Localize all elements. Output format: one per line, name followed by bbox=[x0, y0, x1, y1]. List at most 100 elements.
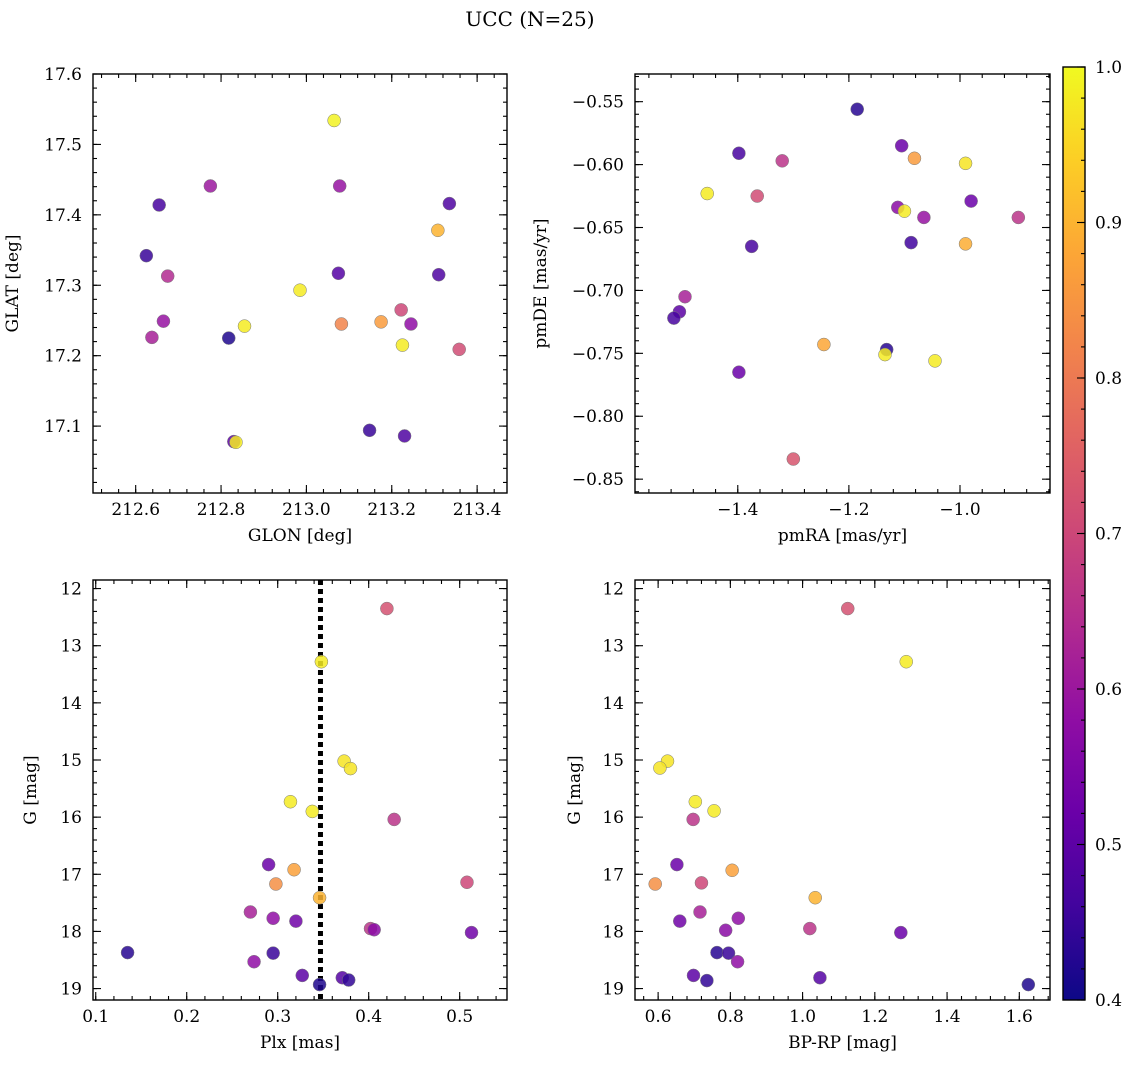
scatter-point bbox=[700, 973, 714, 988]
scatter-point bbox=[907, 151, 922, 166]
scatter-point bbox=[730, 954, 745, 969]
colorbar-tick-label: 0.7 bbox=[1095, 525, 1122, 545]
scatter-point bbox=[293, 283, 307, 297]
x-tick-label: 0.4 bbox=[355, 1007, 382, 1027]
colorbar-tick-label: 0.5 bbox=[1095, 836, 1122, 856]
scatter-point bbox=[718, 923, 733, 938]
y-tick-label: 17.3 bbox=[44, 276, 82, 296]
scatter-points bbox=[120, 601, 479, 992]
scatter-point bbox=[395, 338, 410, 352]
scatter-point bbox=[850, 102, 864, 116]
scatter-point bbox=[269, 877, 283, 891]
scatter-point bbox=[917, 210, 931, 225]
scatter-point bbox=[813, 970, 827, 985]
scatter-point bbox=[237, 319, 252, 333]
scatter-point bbox=[899, 654, 913, 669]
scatter-point bbox=[732, 146, 746, 161]
scatter-point bbox=[312, 977, 327, 992]
scatter-point bbox=[808, 890, 822, 905]
y-axis-label: GLAT [deg] bbox=[3, 234, 23, 332]
scatter-panels: 212.6 212.8 213.0 213.2 213.4 17.1 17.2 17.3 17.… bbox=[3, 65, 1051, 1053]
axes-frame bbox=[634, 73, 1051, 494]
y-tick-label: 17.6 bbox=[44, 65, 82, 85]
scatter-point bbox=[152, 198, 166, 212]
scatter-point bbox=[744, 239, 759, 254]
axes-frame bbox=[92, 579, 508, 1001]
scatter-point bbox=[331, 266, 346, 281]
scatter-point bbox=[362, 423, 377, 438]
scatter-point bbox=[343, 761, 358, 776]
scatter-point bbox=[670, 857, 684, 872]
y-tick-label: −0.65 bbox=[572, 219, 624, 239]
scatter-point bbox=[653, 761, 667, 775]
y-tick-label: −0.60 bbox=[572, 156, 624, 176]
scatter-point bbox=[295, 968, 310, 983]
colorbar-tick-label: 0.6 bbox=[1095, 680, 1122, 700]
x-tick-label: 1.6 bbox=[1006, 1007, 1033, 1027]
colorbar-tick-label: 0.9 bbox=[1095, 214, 1122, 234]
scatter-point bbox=[1021, 977, 1036, 992]
x-tick-label: 0.1 bbox=[82, 1007, 109, 1027]
scatter-point bbox=[394, 303, 408, 317]
scatter-point bbox=[686, 812, 700, 827]
scatter-point bbox=[289, 914, 303, 928]
scatter-point bbox=[693, 905, 707, 919]
scatter-point bbox=[775, 154, 789, 168]
colorbar-tick-label: 0.4 bbox=[1095, 991, 1122, 1011]
x-axis-label: GLON [deg] bbox=[248, 526, 352, 546]
y-tick-label: 18 bbox=[60, 922, 82, 942]
panel-sky: 212.6 212.8 213.0 213.2 213.4 17.1 17.2 17.3 17.… bbox=[3, 65, 508, 546]
y-tick-label: −0.85 bbox=[572, 470, 624, 490]
x-axis-label: Plx [mas] bbox=[260, 1033, 340, 1053]
figure-title: UCC (N=25) bbox=[465, 7, 594, 31]
colorbar-frame bbox=[1062, 66, 1086, 1001]
y-tick-label: −0.55 bbox=[572, 93, 624, 113]
scatter-point bbox=[894, 138, 909, 153]
colorbar-tick-label: 1.0 bbox=[1095, 58, 1122, 78]
scatter-point bbox=[266, 911, 280, 926]
y-tick-label: 13 bbox=[602, 637, 624, 657]
scatter-point bbox=[464, 925, 479, 940]
scatter-point bbox=[380, 601, 394, 616]
x-tick-label: −1.4 bbox=[717, 500, 758, 520]
scatter-point bbox=[314, 654, 329, 669]
y-axis-label: G [mag] bbox=[565, 755, 585, 824]
y-tick-label: 12 bbox=[602, 580, 624, 600]
scatter-point bbox=[721, 946, 736, 960]
x-tick-label: 0.5 bbox=[446, 1007, 473, 1027]
y-tick-label: 17 bbox=[60, 865, 82, 885]
scatter-point bbox=[367, 922, 381, 937]
scatter-point bbox=[1011, 210, 1026, 225]
y-tick-label: 18 bbox=[602, 922, 624, 942]
x-tick-label: 212.6 bbox=[111, 500, 160, 520]
scatter-point bbox=[694, 876, 709, 890]
scatter-point bbox=[700, 186, 714, 201]
scatter-point bbox=[897, 204, 912, 218]
scatter-point bbox=[750, 189, 764, 203]
scatter-point bbox=[139, 248, 154, 263]
y-tick-label: 17.4 bbox=[44, 206, 82, 226]
scatter-point bbox=[803, 921, 817, 936]
x-tick-label: 0.3 bbox=[264, 1007, 291, 1027]
y-axis-label: pmDE [mas/yr] bbox=[531, 218, 551, 348]
scatter-point bbox=[312, 890, 327, 905]
scatter-point bbox=[247, 954, 261, 969]
y-tick-label: −0.80 bbox=[572, 407, 624, 427]
x-tick-label: −1.0 bbox=[939, 500, 980, 520]
y-tick-label: 14 bbox=[602, 694, 624, 714]
x-tick-label: 1.2 bbox=[861, 1007, 888, 1027]
scatter-point bbox=[817, 337, 831, 352]
scatter-point bbox=[156, 314, 171, 328]
scatter-point bbox=[732, 365, 746, 379]
scatter-point bbox=[442, 196, 457, 211]
x-tick-label: 0.8 bbox=[717, 1007, 744, 1027]
scatter-point bbox=[397, 429, 412, 443]
scatter-points bbox=[648, 601, 1036, 992]
scatter-point bbox=[452, 342, 466, 357]
colorbar-tick-label: 0.8 bbox=[1095, 369, 1122, 389]
scatter-point bbox=[678, 289, 692, 304]
scatter-point bbox=[431, 267, 446, 282]
scatter-point bbox=[229, 435, 243, 450]
scatter-point bbox=[725, 863, 739, 878]
